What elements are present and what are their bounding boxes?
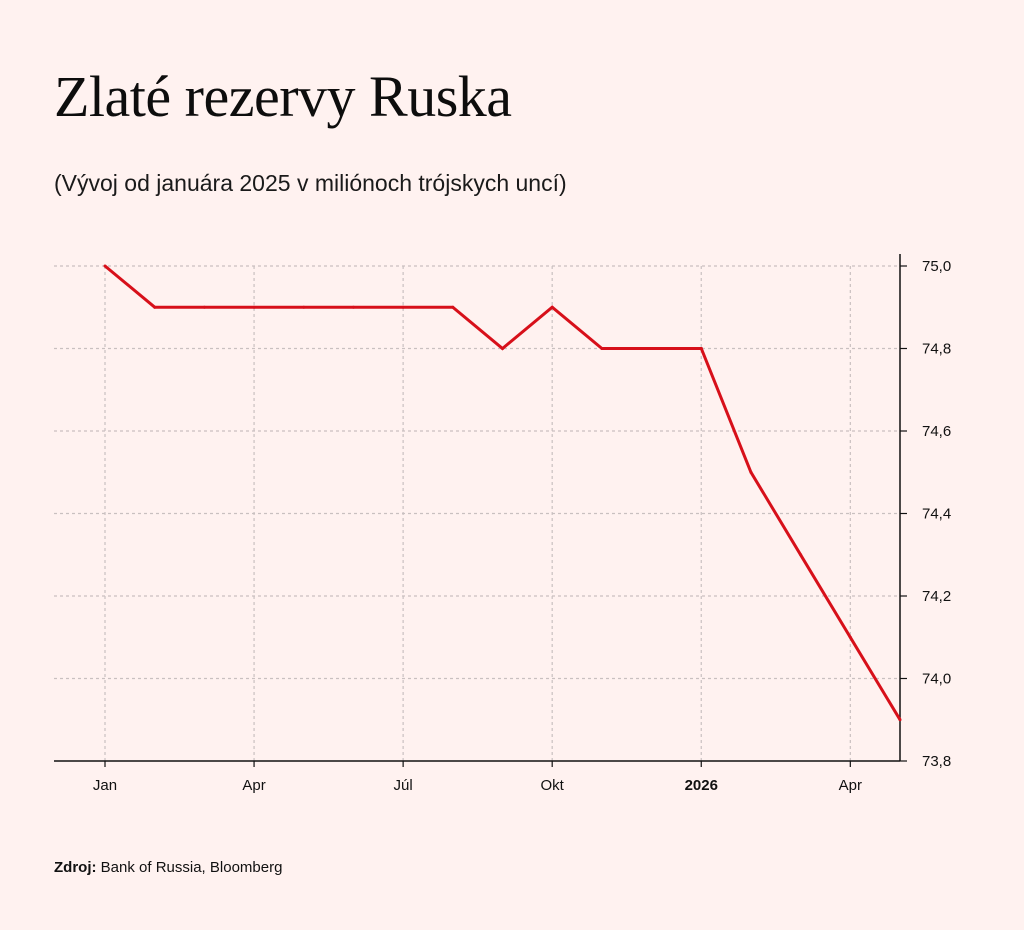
y-tick-label: 73,8 [922,753,951,770]
chart-title: Zlaté rezervy Ruska [54,64,512,129]
chart-subtitle: (Vývoj od januára 2025 v miliónoch trójs… [54,170,567,196]
data-point [401,305,405,309]
x-tick-label: Okt [541,777,565,794]
y-tick-label: 74,8 [922,341,951,358]
x-tick-label: Jan [93,777,117,794]
data-point [202,305,206,309]
data-point [749,470,753,474]
series-line [104,264,902,721]
x-tick-label: Apr [242,777,265,794]
x-tick-label: Júl [394,777,413,794]
tick-labels: 75,0 74,8 74,6 74,4 74,2 74,0 73,8 Jan Apr Júl Okt… [93,258,951,794]
data-point [103,264,107,268]
data-point [799,553,803,557]
data-point [501,347,504,350]
data-point [302,305,306,309]
data-point [550,305,554,309]
data-point [699,347,703,350]
x-tick-label: 2026 [685,777,718,794]
y-tick-label: 74,6 [922,423,951,440]
data-point [351,305,355,309]
x-tick-label: Apr [839,777,862,794]
y-tick-label: 74,0 [922,671,951,688]
gridlines [54,265,900,761]
y-tick-label: 74,2 [922,588,951,605]
series-layer [103,264,902,722]
source-note: Zdroj: Bank of Russia, Bloomberg [54,858,282,878]
data-point [451,305,455,309]
axes [54,254,907,767]
data-point [848,635,852,639]
data-point [898,718,902,722]
y-tick-label: 74,4 [922,506,951,523]
source-text: Bank of Russia, Bloomberg [100,859,283,876]
data-point [650,347,654,350]
data-point [600,347,604,350]
data-point [153,305,157,309]
data-point [252,305,256,309]
y-tick-label: 75,0 [922,258,951,275]
source-label: Zdroj: [54,859,97,876]
